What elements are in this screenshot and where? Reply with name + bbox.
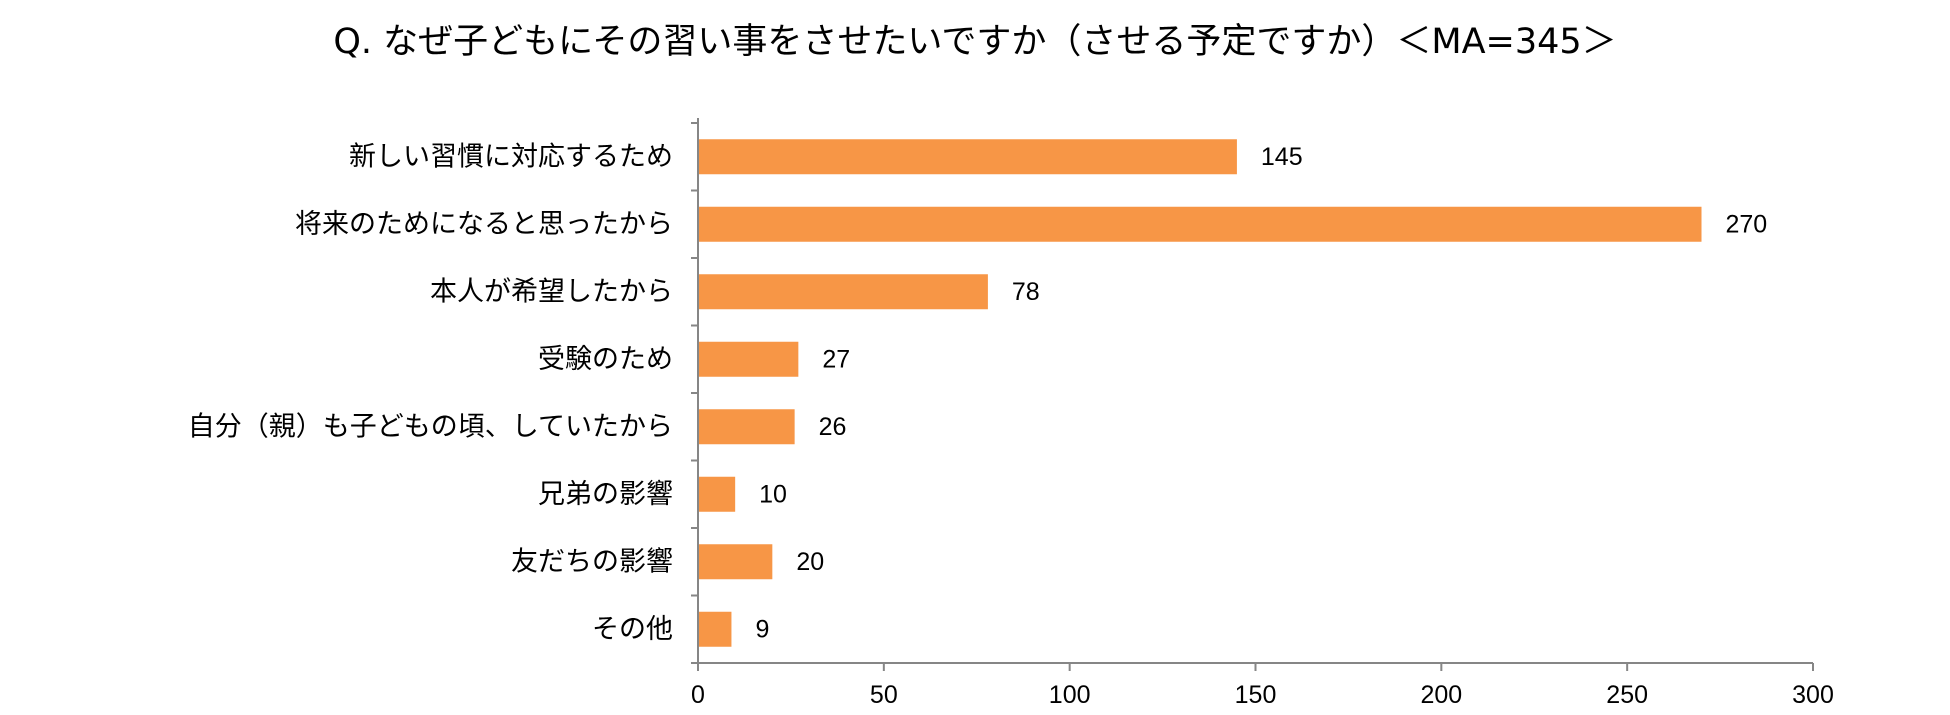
- category-label: 受験のため: [538, 344, 673, 375]
- bar: [698, 409, 795, 445]
- x-tick-label: 100: [1049, 681, 1091, 709]
- bar: [698, 611, 732, 647]
- x-tick-label: 300: [1792, 681, 1834, 709]
- bar: [698, 274, 988, 310]
- x-tick-label: 0: [691, 681, 705, 709]
- category-label: 自分（親）も子どもの頃、していたから: [188, 411, 673, 442]
- axes-group: [691, 118, 1814, 671]
- data-label: 10: [759, 480, 787, 508]
- data-label: 78: [1012, 278, 1040, 306]
- bar: [698, 544, 773, 580]
- data-label: 9: [755, 615, 769, 643]
- x-tick-label: 250: [1606, 681, 1648, 709]
- bar: [698, 206, 1702, 242]
- x-tick-label: 50: [870, 681, 898, 709]
- data-label: 27: [822, 345, 850, 373]
- chart-title: Q. なぜ子どもにその習い事をさせたいですか（させる予定ですか）＜MA=345＞: [333, 22, 1617, 62]
- category-label: その他: [592, 614, 673, 645]
- data-label: 145: [1261, 143, 1303, 171]
- category-label: 将来のためになると思ったから: [295, 209, 673, 240]
- category-label: 本人が希望したから: [430, 276, 673, 307]
- category-label: 友だちの影響: [511, 546, 673, 577]
- bar: [698, 341, 799, 377]
- bar: [698, 476, 736, 512]
- category-label: 新しい習慣に対応するため: [349, 141, 673, 172]
- x-tick-label: 150: [1235, 681, 1277, 709]
- x-tick-label: 200: [1420, 681, 1462, 709]
- bar: [698, 139, 1237, 175]
- bars-group: [698, 139, 1702, 647]
- category-label: 兄弟の影響: [538, 479, 673, 510]
- data-label: 270: [1726, 210, 1768, 238]
- data-label: 20: [796, 548, 824, 576]
- data-label: 26: [819, 413, 847, 441]
